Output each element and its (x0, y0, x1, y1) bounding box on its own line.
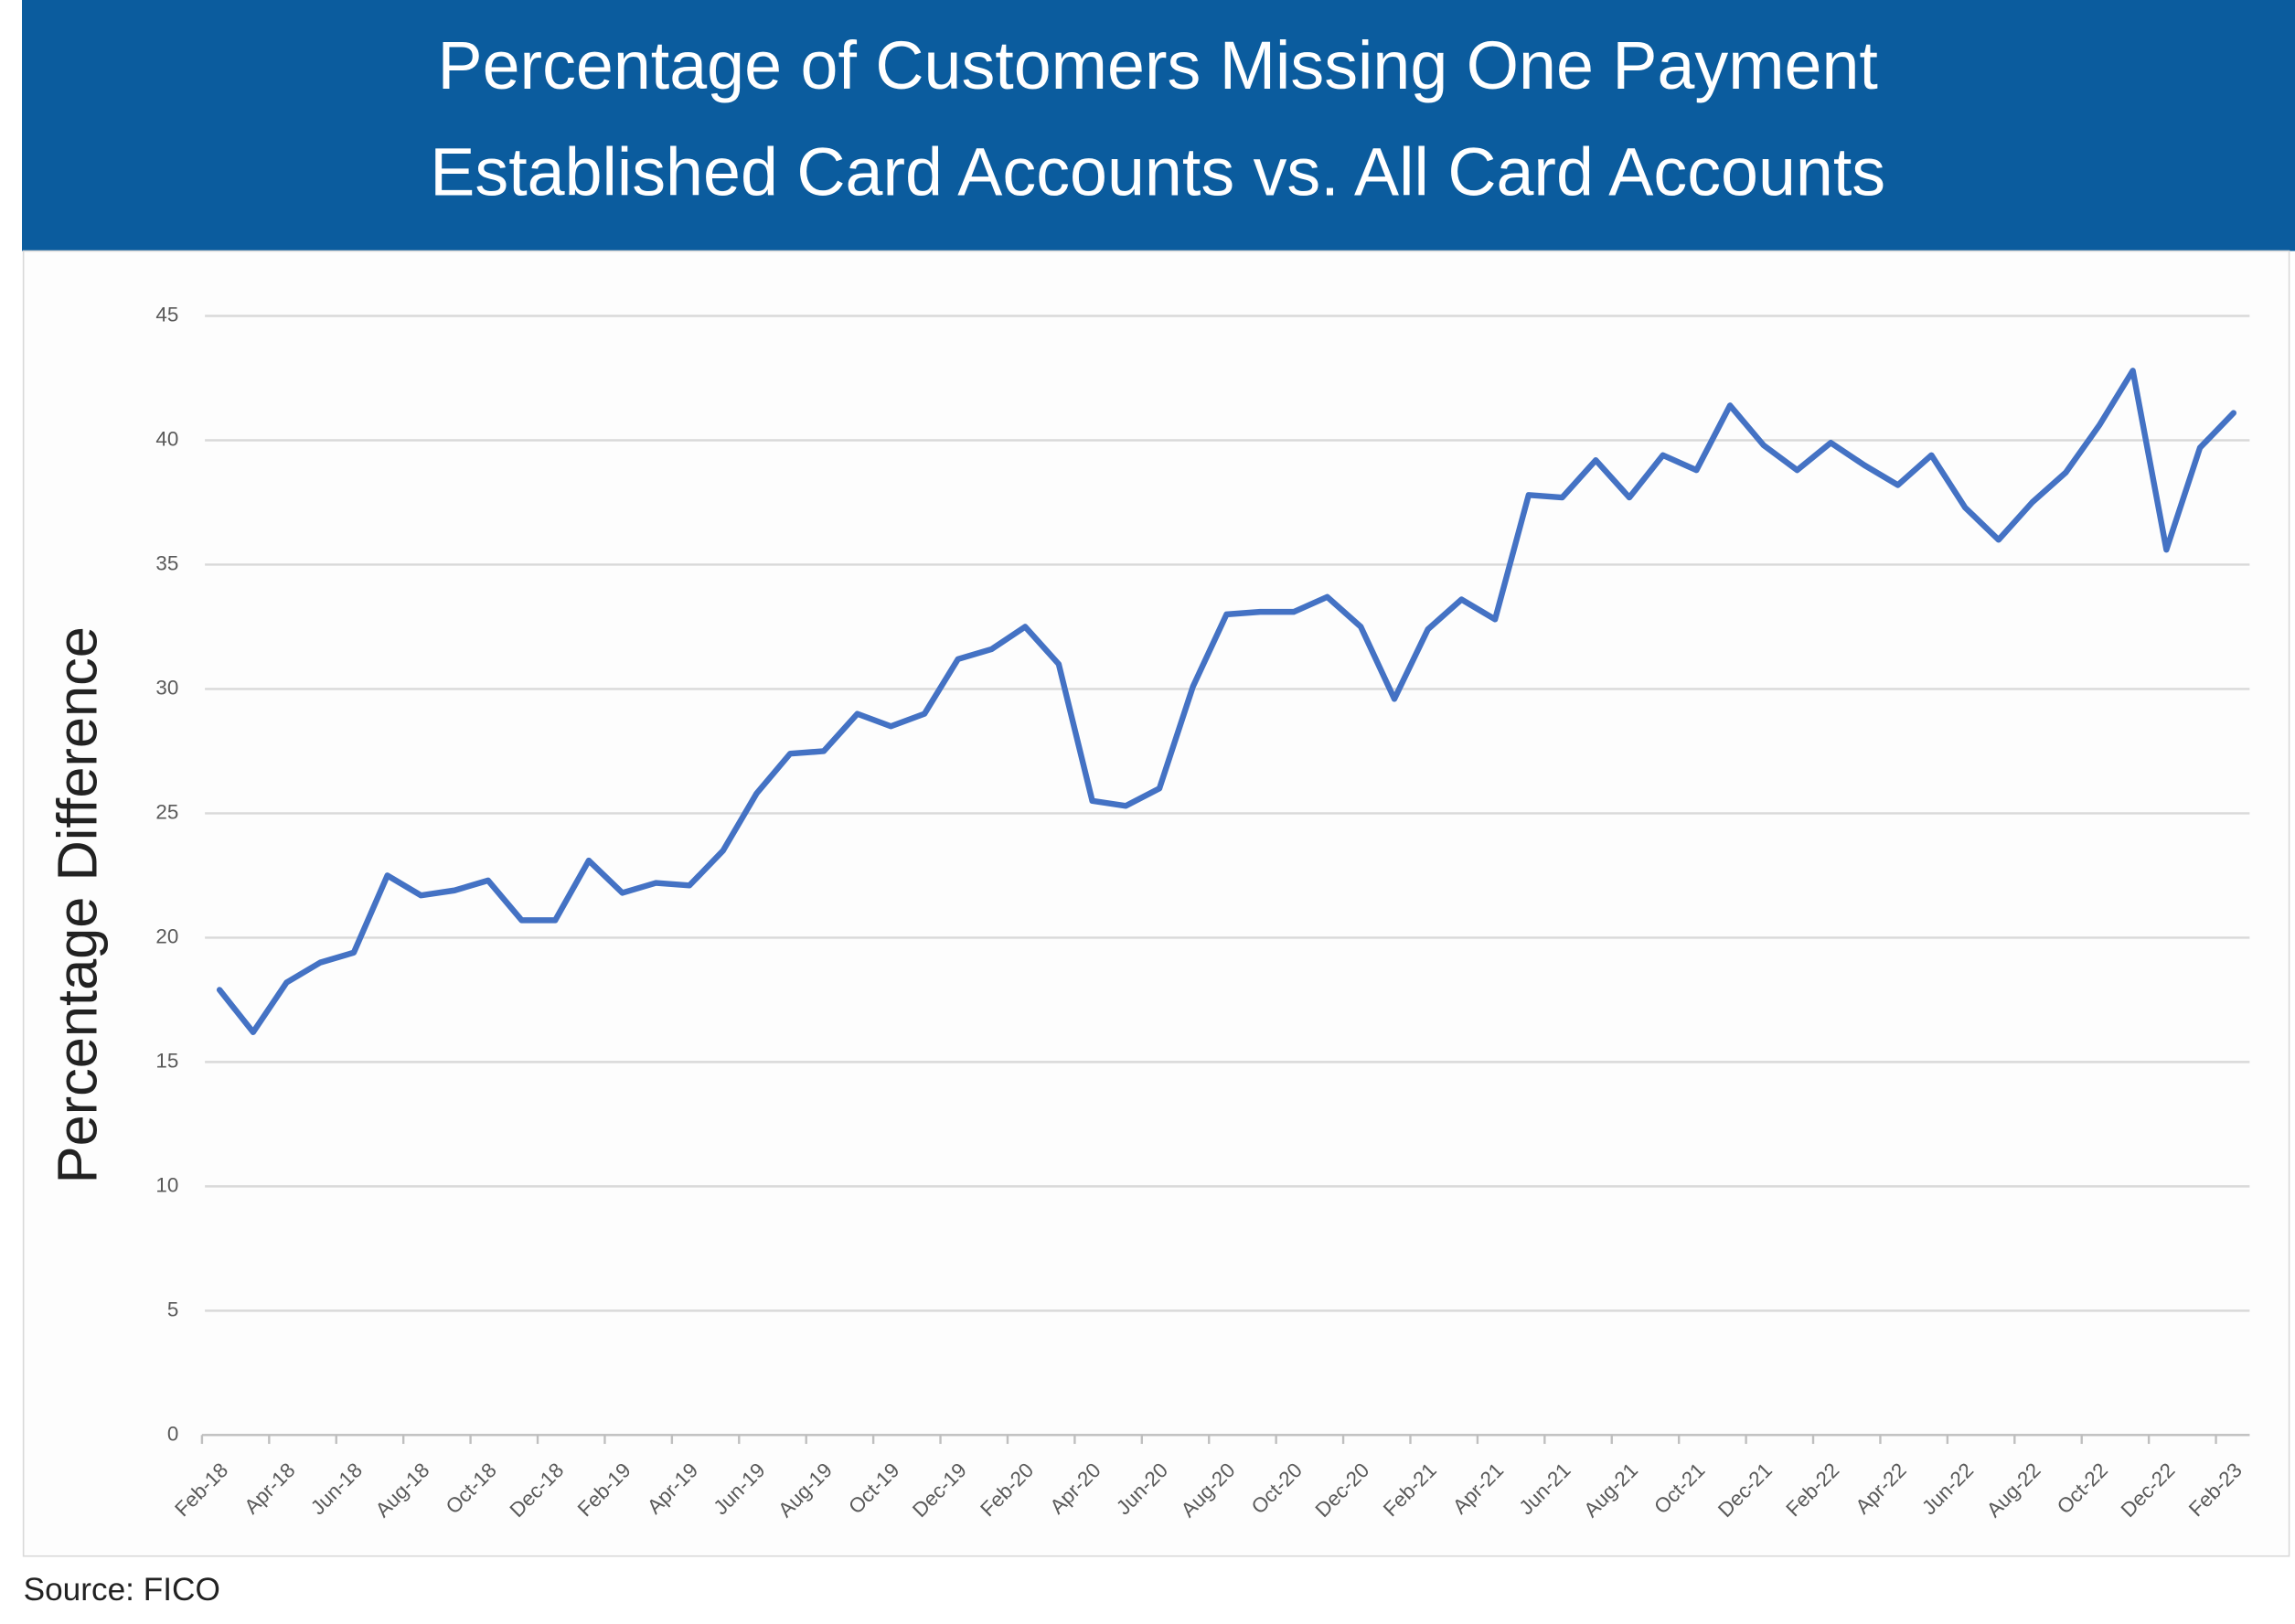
y-tick-label: 25 (155, 800, 178, 823)
plot-frame (22, 250, 2290, 1557)
y-tick-label: 5 (167, 1298, 178, 1320)
y-tick-label: 45 (155, 303, 178, 326)
source-note: Source: FICO (24, 1572, 220, 1608)
y-tick-label: 0 (167, 1422, 178, 1445)
chart-subtitle: Established Card Accounts vs. All Card A… (430, 134, 1885, 209)
y-tick-label: 40 (155, 427, 178, 450)
data-line (216, 368, 2236, 1035)
y-tick-label: 30 (155, 676, 178, 699)
y-tick-label: 10 (155, 1173, 178, 1196)
y-tick-label: 20 (155, 924, 178, 947)
y-tick-label: 35 (155, 551, 178, 574)
y-axis-label: Percentage Difference (47, 626, 109, 1183)
title-banner (22, 0, 2295, 251)
chart-title: Percentage of Customers Missing One Paym… (438, 27, 1878, 103)
y-tick-label: 15 (155, 1049, 178, 1072)
